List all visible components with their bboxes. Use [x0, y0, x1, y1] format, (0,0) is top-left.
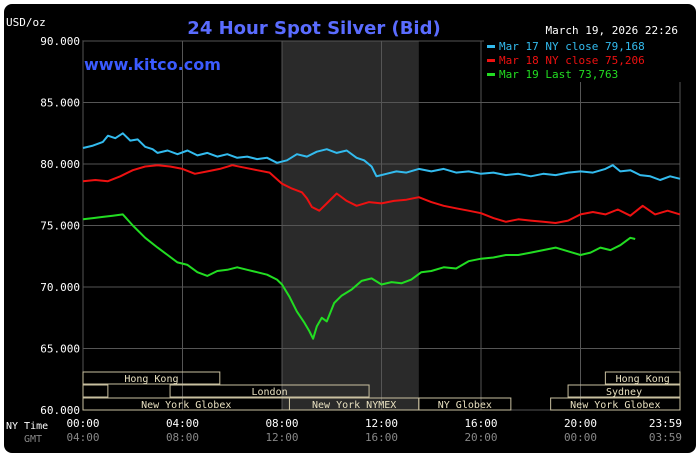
legend-swatch — [487, 45, 495, 48]
y-tick-label: 60.000 — [40, 404, 80, 417]
x-tick-label-gmt: 03:59 — [649, 431, 682, 444]
watermark: www.kitco.com — [84, 55, 221, 74]
x-tick-label-ny: 16:00 — [464, 417, 497, 430]
x-tick-label-ny: 08:00 — [265, 417, 298, 430]
x-tick-label-gmt: 00:00 — [564, 431, 597, 444]
x-tick-label-ny: 00:00 — [66, 417, 99, 430]
chart-frame: 60.000 65.000 70.000 75.000 80.000 85.000 90.0… — [4, 4, 696, 453]
x-axis-ticks: 00:00 04:00 08:00 12:00 16:00 20:00 23:5904:00… — [66, 417, 682, 444]
legend-label-mar18: Mar 18 NY close 75,206 — [499, 54, 645, 67]
legend-swatch — [487, 73, 495, 76]
series-line-mar17 — [82, 132, 681, 181]
y-tick-label: 65.000 — [40, 343, 80, 356]
grid — [82, 40, 681, 411]
session-box — [604, 371, 681, 385]
session-label: Hong Kong — [616, 374, 670, 385]
legend-entry: Mar 17 NY close 79,168 — [487, 40, 645, 53]
session-box — [169, 384, 370, 398]
session-label: NY Globex — [438, 400, 492, 411]
y-tick-label: 90.000 — [40, 35, 80, 48]
timestamp: March 19, 2026 22:26 — [546, 24, 678, 37]
session-label: New York NYMEX — [312, 400, 396, 411]
session-label: New York Globex — [570, 400, 660, 411]
ny-time-label: NY Time — [6, 421, 48, 432]
session-box — [82, 384, 109, 398]
series-line-mar18 — [82, 164, 681, 224]
legend-swatch — [487, 59, 495, 62]
session-box — [567, 384, 681, 398]
legend: Mar 17 NY close 79,168 Mar 18 NY close 7… — [484, 38, 682, 82]
session-box — [418, 397, 512, 411]
chart-title: 24 Hour Spot Silver (Bid) — [187, 18, 440, 39]
y-axis-ticks: 60.000 65.000 70.000 75.000 80.000 85.000 90.0… — [40, 35, 80, 417]
y-tick-label: 80.000 — [40, 158, 80, 171]
session-label: London — [252, 387, 288, 398]
y-tick-label: 70.000 — [40, 281, 80, 294]
x-tick-label-gmt: 08:00 — [166, 431, 199, 444]
x-tick-label-gmt: 04:00 — [66, 431, 99, 444]
series-line-mar19 — [82, 213, 636, 340]
x-tick-label-gmt: 20:00 — [464, 431, 497, 444]
legend-label-mar19: Mar 19 Last 73,763 — [499, 68, 618, 81]
session-label: Hong Kong — [124, 374, 178, 385]
x-tick-label-ny: 20:00 — [564, 417, 597, 430]
session-label: New York Globex — [141, 400, 231, 411]
legend-label-mar17: Mar 17 NY close 79,168 — [499, 40, 645, 53]
x-tick-label-gmt: 16:00 — [365, 431, 398, 444]
y-tick-label: 85.000 — [40, 97, 80, 110]
session-box — [82, 371, 221, 385]
legend-entry: Mar 18 NY close 75,206 — [487, 54, 645, 67]
gmt-label: GMT — [24, 434, 42, 445]
x-tick-label-ny: 12:00 — [365, 417, 398, 430]
x-tick-label-ny: 04:00 — [166, 417, 199, 430]
price-series — [82, 132, 681, 340]
x-tick-label-gmt: 12:00 — [265, 431, 298, 444]
session-label: Sydney — [606, 387, 642, 398]
y-axis-unit-label: USD/oz — [6, 16, 46, 29]
session-box — [550, 397, 681, 411]
silver-price-chart: 60.000 65.000 70.000 75.000 80.000 85.000 90.0… — [6, 16, 682, 445]
y-tick-label: 75.000 — [40, 220, 80, 233]
x-tick-label-ny: 23:59 — [649, 417, 682, 430]
market-sessions: Hong Kong Hong Kong London Sydney New York G… — [82, 371, 681, 411]
legend-entry: Mar 19 Last 73,763 — [487, 68, 618, 81]
